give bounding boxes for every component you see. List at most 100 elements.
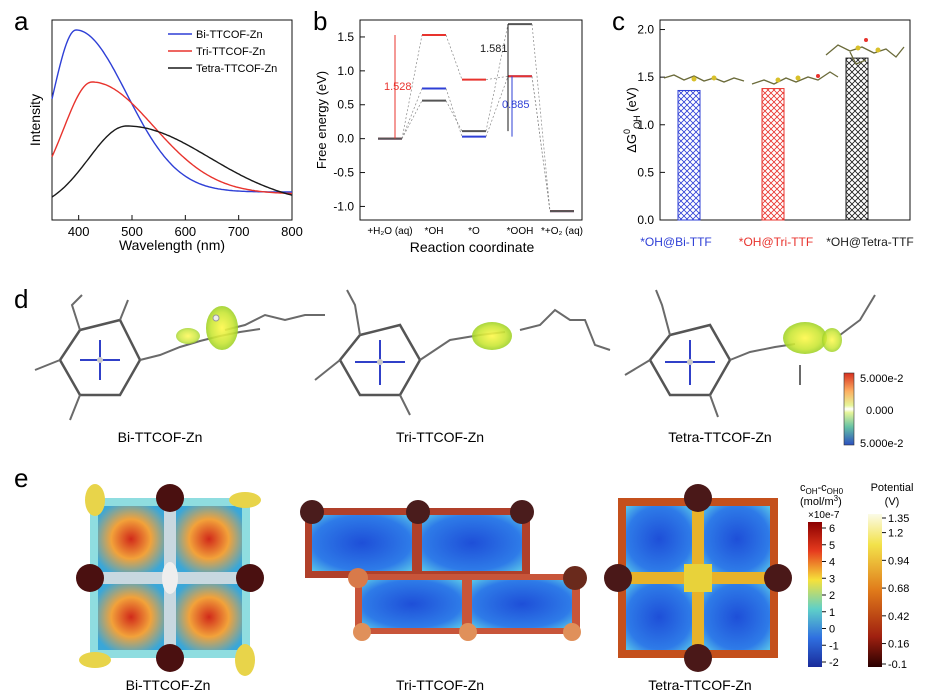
panel-c-category-label-1: *OH@Tri-TTF [739, 235, 813, 249]
panel-e-simulations: Bi-TTCOF-Zn Tri-TTCOF-Zn Tetra-TTCOF-Zn … [76, 482, 913, 693]
panel-c-bar-2 [845, 57, 869, 221]
panel-b-connector [485, 76, 509, 137]
pot-tick-label: 0.16 [888, 639, 909, 651]
svg-text:ΔG0OH (eV): ΔG0OH (eV) [622, 87, 642, 152]
panel-a-chart: Intensity Wavelength (nm) 400 500 600 700 80… [27, 19, 303, 253]
panel-b-annotation-2: 1.581 [480, 43, 508, 55]
panel-b-ytick-label: 1.0 [337, 64, 354, 78]
sim-bi-ttcof-zn [76, 484, 264, 676]
panel-b-category-label: *+O₂ (aq) [541, 226, 583, 237]
panel-a-xlabel: Wavelength (nm) [119, 237, 225, 253]
panel-letter-b: b [313, 6, 327, 36]
panel-d-colorbar-mid: 0.000 [866, 405, 894, 417]
conc-multiplier: ×10e-7 [808, 510, 840, 521]
panel-c-category-label-2: *OH@Tetra-TTF [826, 235, 914, 249]
sim-tri-ttcof-zn [300, 500, 587, 641]
pot-tick-label: -0.1 [888, 659, 907, 671]
conc-tick-label: 4 [829, 557, 835, 569]
pot-colorbar-title-2: (V) [885, 496, 900, 508]
panel-d-colorbar-top: 5.000e-2 [860, 373, 903, 385]
panel-b-xlabel: Reaction coordinate [410, 239, 535, 255]
panel-b-frame [359, 19, 583, 221]
panel-c-ytick-label: 0.5 [637, 165, 654, 179]
panel-b-chart: Free energy (eV) Reaction coordinate 1.5… [314, 19, 583, 255]
panel-c-ytick-label: 2.0 [637, 23, 654, 37]
isosurface-bi [206, 306, 238, 350]
panel-a-series-line-2 [51, 125, 293, 198]
panel-b-category-label: *OH [425, 226, 444, 237]
panel-d-structures: Bi-TTCOF-Zn Tri-TTCOF-Zn Tetra-TTCOF-Zn … [34, 289, 903, 450]
panel-d-colorbar-bottom: 5.000e-2 [860, 438, 903, 450]
pot-tick-label: 0.42 [888, 611, 909, 623]
structure-bi-ttcof-zn [34, 294, 325, 421]
molecule-bi-ttf [663, 74, 745, 83]
panel-c-chart: ΔG0OH (eV) 0.0 0.5 1.0 1.5 2.0 *OH@Bi-TTF *OH… [622, 19, 914, 249]
panel-b-ytick-label: -0.5 [333, 166, 354, 180]
svg-text:(mol/m3): (mol/m3) [800, 494, 842, 508]
panel-d-label-3: Tetra-TTCOF-Zn [668, 429, 771, 445]
svg-text:cOH-cOH0: cOH-cOH0 [800, 482, 844, 496]
panel-c-category-label-0: *OH@Bi-TTF [640, 235, 712, 249]
molecule-tetra-ttf [825, 38, 905, 65]
panel-a-xtick-label: 700 [228, 224, 250, 239]
isosurface-tetra-2 [822, 328, 842, 352]
conc-tick-label: 1 [829, 607, 835, 619]
panel-b-connector [401, 34, 423, 139]
conc-tick-label: 3 [829, 573, 835, 585]
panel-b-connector [531, 24, 551, 212]
pot-colorbar-title-1: Potential [871, 482, 914, 494]
panel-b-category-label: +H₂O (aq) [367, 226, 412, 237]
panel-c-bar-1 [761, 88, 785, 221]
isosurface-tetra [783, 322, 827, 354]
molecule-tri-ttf [751, 71, 839, 85]
structure-tri-ttcof-zn [314, 289, 611, 416]
pot-tick-label: 1.2 [888, 528, 903, 540]
conc-colorbar [808, 522, 822, 667]
panel-c-ylabel: ΔG0OH (eV) [622, 87, 642, 152]
conc-tick-label: 6 [829, 523, 835, 535]
panel-e-label-2: Tri-TTCOF-Zn [396, 677, 484, 693]
panel-b-ytick-label: 0.0 [337, 132, 354, 146]
panel-b-connector [445, 100, 463, 132]
panel-a-xtick-label: 800 [281, 224, 303, 239]
panel-b-category-label: *OOH [507, 226, 534, 237]
panel-b-ytick-label: 1.5 [337, 30, 354, 44]
structure-tetra-ttcof-zn [624, 289, 876, 418]
panel-a-ylabel: Intensity [27, 94, 43, 146]
panel-c-ytick-label: 1.0 [637, 118, 654, 132]
panel-c-frame [659, 19, 911, 221]
conc-colorbar-title: cOH-cOH0 (mol/m3) ×10e-7 [800, 482, 844, 521]
panel-b-ylabel: Free energy (eV) [314, 71, 329, 169]
panel-b-ytick-label: 0.5 [337, 98, 354, 112]
panel-letter-a: a [14, 6, 29, 36]
panel-a-frame [51, 19, 293, 221]
panel-letter-d: d [14, 284, 28, 314]
isosurface-bi-2 [176, 328, 200, 344]
panel-e-label-3: Tetra-TTCOF-Zn [648, 677, 751, 693]
panel-a-series-line-1 [51, 81, 293, 195]
panel-e-label-1: Bi-TTCOF-Zn [126, 677, 211, 693]
pot-tick-label: 0.94 [888, 555, 909, 567]
pot-tick-label: 1.35 [888, 513, 909, 525]
panel-d-label-1: Bi-TTCOF-Zn [118, 429, 203, 445]
panel-c-bar-0 [677, 89, 701, 221]
panel-letter-e: e [14, 463, 28, 493]
panel-b-connector [445, 34, 463, 80]
panel-c-ytick-label: 0.0 [637, 213, 654, 227]
panel-b-annotation-3: 0.885 [502, 99, 530, 111]
panel-a-series-line-0 [51, 29, 292, 193]
conc-tick-label: 5 [829, 540, 835, 552]
panel-b-connector [401, 88, 423, 139]
panel-a-legend-label-1: Tri-TTCOF-Zn [196, 46, 265, 58]
conc-tick-label: 0 [829, 624, 835, 636]
pot-colorbar [868, 514, 882, 667]
panel-b-connector [445, 88, 463, 137]
panel-b-connector [401, 100, 423, 139]
panel-a-xtick-label: 400 [68, 224, 90, 239]
panel-b-annotation-1: 1.528 [384, 81, 412, 93]
conc-tick-label: -2 [829, 657, 839, 669]
panel-b-connector [531, 76, 551, 212]
panel-letter-c: c [612, 6, 625, 36]
panel-a-legend-label-0: Bi-TTCOF-Zn [196, 29, 263, 41]
